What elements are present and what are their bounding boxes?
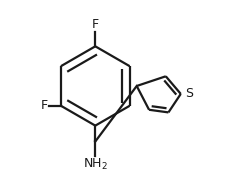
Text: NH$_2$: NH$_2$ <box>83 157 108 172</box>
Text: F: F <box>41 99 48 112</box>
Text: S: S <box>185 87 193 100</box>
Text: F: F <box>92 18 99 31</box>
